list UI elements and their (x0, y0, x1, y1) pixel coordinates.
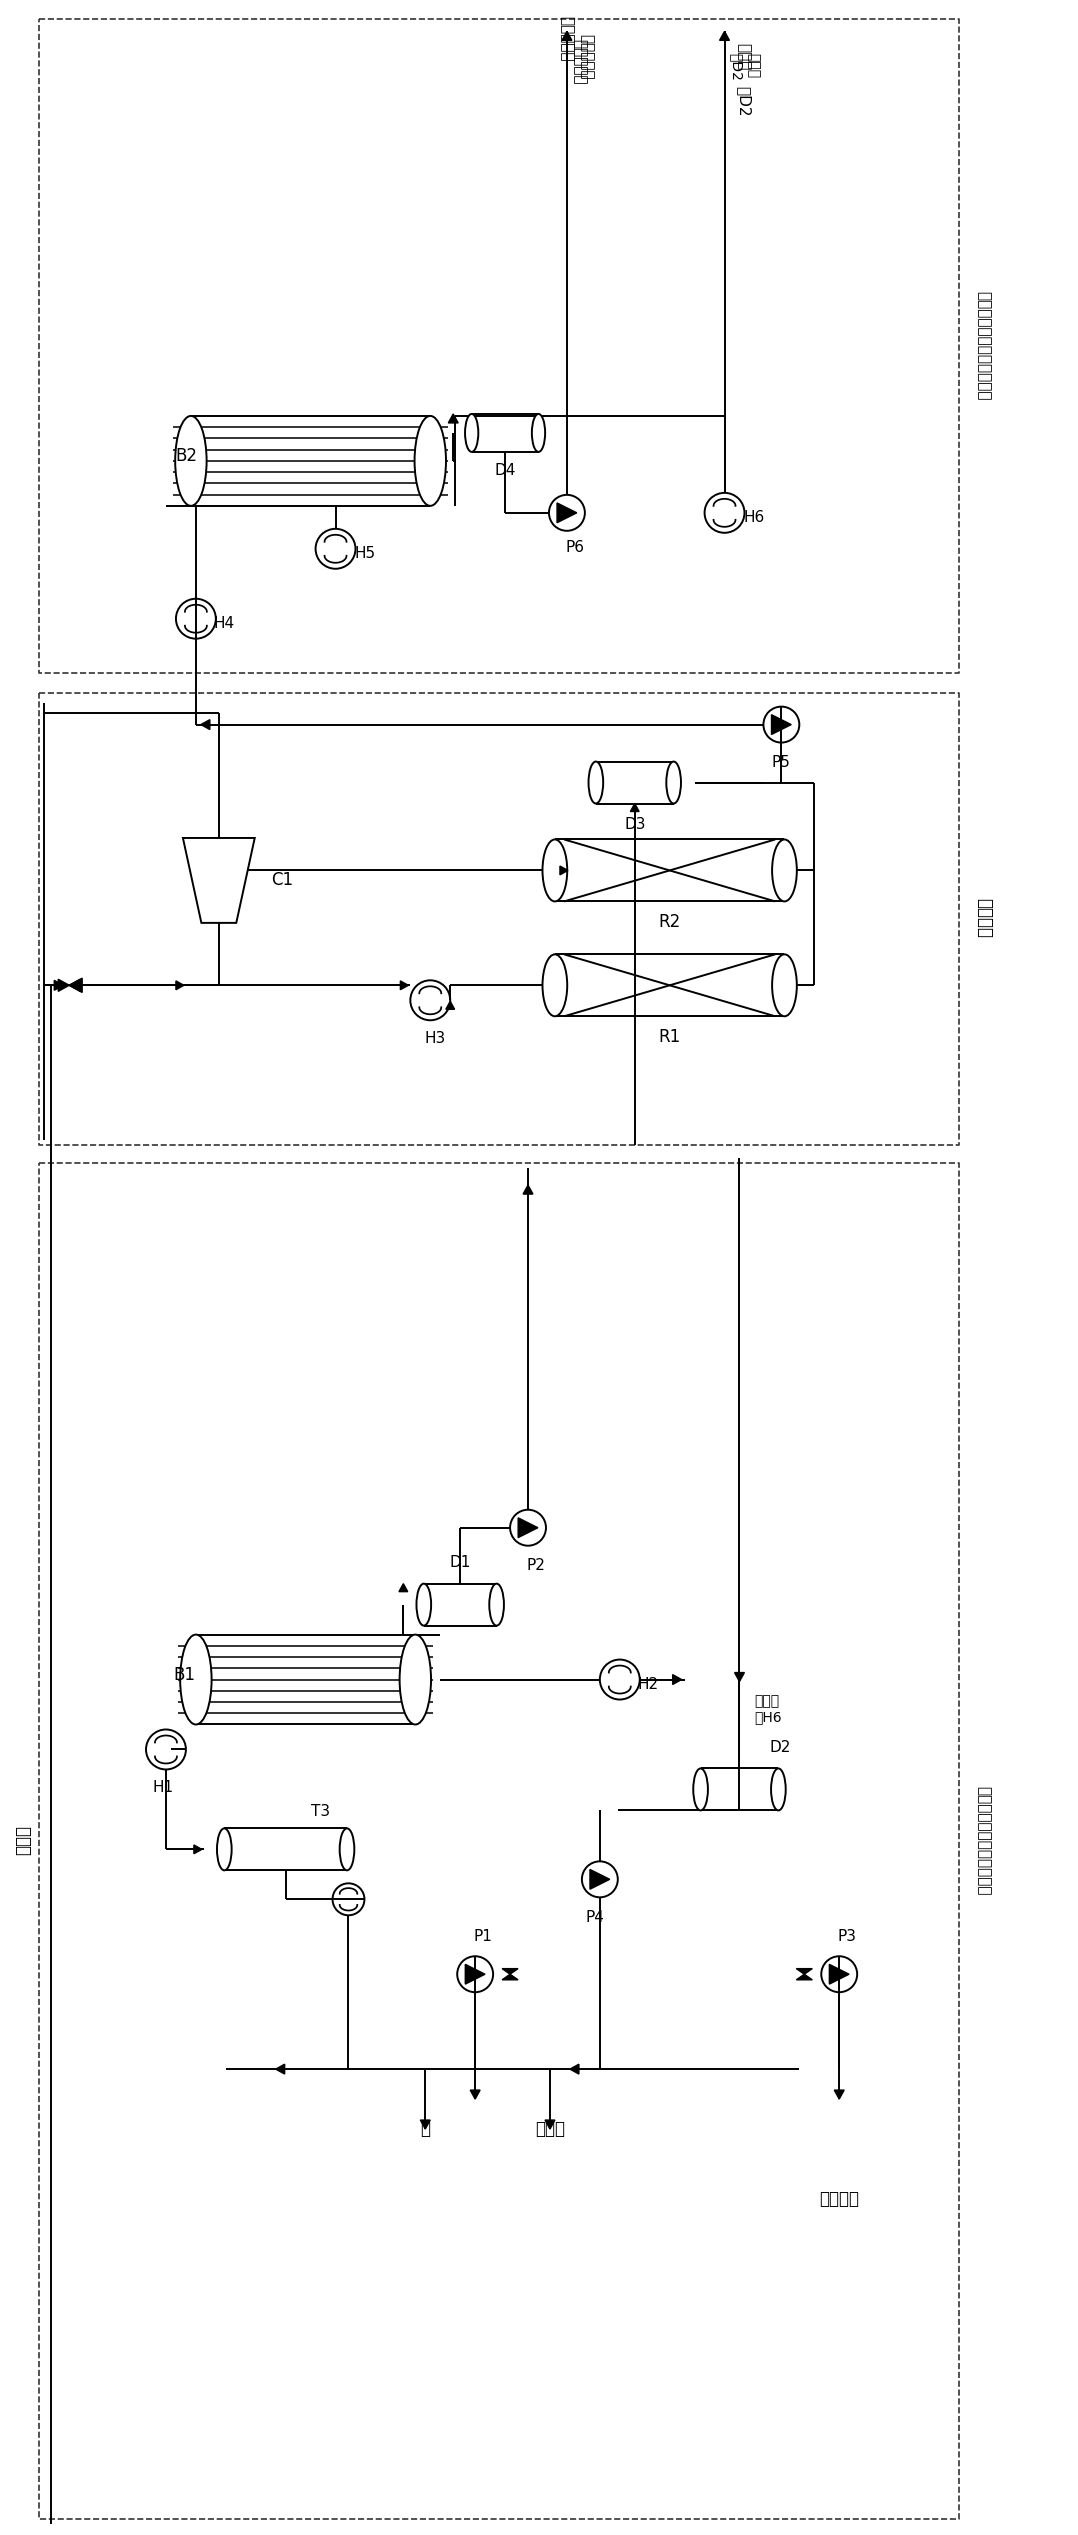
Polygon shape (772, 715, 791, 735)
Polygon shape (58, 979, 69, 991)
Ellipse shape (666, 760, 681, 804)
Polygon shape (631, 804, 639, 811)
Text: R1: R1 (659, 1029, 681, 1047)
Text: P2: P2 (526, 1559, 545, 1574)
Polygon shape (562, 30, 571, 41)
Polygon shape (446, 1001, 455, 1009)
Polygon shape (673, 1676, 681, 1683)
Ellipse shape (489, 1584, 503, 1625)
Polygon shape (523, 1184, 533, 1194)
Polygon shape (54, 981, 64, 991)
Ellipse shape (693, 1769, 708, 1810)
Polygon shape (734, 1673, 745, 1681)
Bar (191, 416, 430, 507)
Ellipse shape (415, 416, 446, 507)
Ellipse shape (340, 1828, 355, 1871)
Polygon shape (834, 2089, 844, 2099)
Text: B1: B1 (172, 1665, 195, 1683)
Polygon shape (590, 1868, 610, 1889)
Polygon shape (194, 1845, 202, 1853)
Polygon shape (176, 981, 184, 989)
Text: 水: 水 (420, 2119, 430, 2137)
Polygon shape (400, 981, 409, 989)
Ellipse shape (531, 413, 545, 451)
Polygon shape (201, 720, 210, 730)
Polygon shape (559, 867, 568, 875)
Text: D4: D4 (495, 464, 515, 479)
Ellipse shape (400, 1635, 431, 1724)
Polygon shape (69, 979, 82, 991)
Text: H4: H4 (213, 616, 234, 631)
Ellipse shape (771, 1769, 786, 1810)
Polygon shape (276, 2063, 285, 2074)
Text: B2: B2 (175, 446, 197, 464)
Polygon shape (448, 413, 458, 423)
Text: H5: H5 (355, 545, 376, 560)
Ellipse shape (180, 1635, 211, 1724)
Bar (196, 1635, 415, 1724)
Polygon shape (69, 979, 80, 991)
Polygon shape (557, 502, 577, 522)
Bar (596, 760, 674, 804)
Ellipse shape (542, 839, 567, 902)
Ellipse shape (416, 1584, 431, 1625)
Text: 加氢轻醇渗透汽化脱水单元: 加氢轻醇渗透汽化脱水单元 (977, 292, 992, 401)
Text: 加氢单元: 加氢单元 (975, 897, 993, 938)
Text: C1: C1 (271, 872, 293, 890)
Text: P3: P3 (838, 1929, 857, 1944)
Text: R2: R2 (659, 913, 681, 930)
Text: 新鲜氢: 新鲜氢 (14, 1825, 32, 1856)
Polygon shape (466, 1965, 485, 1985)
Ellipse shape (465, 413, 479, 451)
Text: D1: D1 (450, 1554, 471, 1569)
Bar (424, 1584, 497, 1625)
Polygon shape (502, 1970, 519, 1975)
Text: 低碳混合醇: 低碳混合醇 (572, 38, 586, 84)
Text: H6: H6 (744, 510, 765, 525)
Polygon shape (519, 1518, 538, 1539)
Polygon shape (570, 2063, 579, 2074)
Polygon shape (183, 839, 254, 923)
Bar (701, 1769, 778, 1810)
Text: 渗透液: 渗透液 (736, 43, 751, 71)
Text: H1: H1 (152, 1780, 174, 1795)
Text: P1: P1 (473, 1929, 493, 1944)
Polygon shape (797, 1975, 813, 1980)
Text: T3: T3 (310, 1805, 330, 1820)
Text: D3: D3 (624, 816, 646, 831)
Polygon shape (502, 1975, 519, 1980)
Polygon shape (420, 2119, 430, 2129)
Bar (224, 1828, 347, 1871)
Ellipse shape (772, 839, 797, 902)
Ellipse shape (217, 1828, 232, 1871)
Bar (555, 839, 785, 902)
Text: 原料轻醇渗透汽化脱水单元: 原料轻醇渗透汽化脱水单元 (977, 1785, 992, 1896)
Text: D2: D2 (770, 1739, 791, 1754)
Text: 低碳混合醇: 低碳混合醇 (559, 15, 575, 61)
Ellipse shape (772, 953, 797, 1017)
Text: H2: H2 (637, 1678, 659, 1691)
Polygon shape (829, 1965, 849, 1985)
Text: 渗透液
去D2: 渗透液 去D2 (730, 53, 760, 81)
Bar (472, 413, 539, 451)
Text: P6: P6 (565, 540, 584, 555)
Bar (555, 953, 785, 1017)
Text: H3: H3 (425, 1032, 446, 1047)
Ellipse shape (176, 416, 207, 507)
Polygon shape (720, 30, 730, 41)
Text: 低碳混合醇: 低碳混合醇 (579, 33, 594, 79)
Polygon shape (399, 1584, 407, 1592)
Ellipse shape (542, 953, 567, 1017)
Text: 渗透液
自H6: 渗透液 自H6 (755, 1693, 782, 1724)
Text: P4: P4 (585, 1909, 605, 1924)
Polygon shape (797, 1970, 813, 1975)
Text: 原料轻醇: 原料轻醇 (819, 2190, 859, 2208)
Ellipse shape (589, 760, 604, 804)
Text: 去D2: 去D2 (736, 86, 751, 117)
Polygon shape (470, 2089, 480, 2099)
Text: 排空气: 排空气 (535, 2119, 565, 2137)
Text: P5: P5 (772, 755, 791, 771)
Polygon shape (545, 2119, 555, 2129)
